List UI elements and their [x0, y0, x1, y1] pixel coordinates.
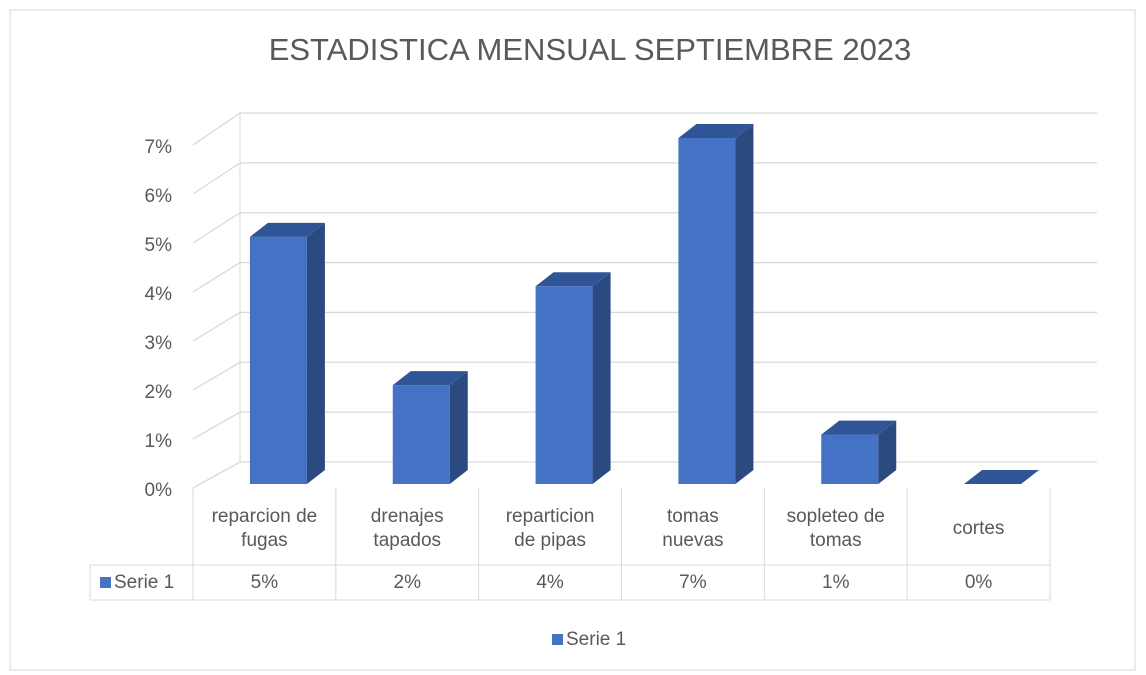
- bar-face: [821, 434, 879, 484]
- y-tick-label: 7%: [145, 137, 173, 158]
- grid-line: [192, 361, 1097, 391]
- bar-top: [821, 420, 897, 435]
- table-value: 0%: [964, 571, 993, 593]
- y-tick-label: 6%: [145, 186, 173, 207]
- bar-face: [249, 236, 307, 484]
- bar-top: [535, 272, 611, 287]
- grid-line: [192, 162, 1097, 195]
- bar-top: [392, 371, 468, 386]
- grid-line: [192, 311, 1097, 342]
- grid-line: [192, 112, 1097, 146]
- table-value: 4%: [536, 571, 564, 593]
- x-tick-label: tomas nuevas: [662, 505, 724, 551]
- legend-key: [552, 634, 563, 645]
- bar-face: [678, 138, 736, 484]
- legend-label: Serie 1: [566, 629, 627, 650]
- chart-title: ESTADISTICA MENSUAL SEPTIEMBRE 2023: [269, 32, 912, 67]
- table-series-name: Serie 1: [114, 571, 175, 593]
- grid-line: [192, 261, 1097, 293]
- bar-side: [592, 272, 611, 484]
- x-tick-label: sopleteo de tomas: [786, 505, 885, 551]
- bar-top: [964, 470, 1040, 484]
- x-tick-label: drenajes tapados: [370, 505, 444, 551]
- y-tick-label: 4%: [145, 284, 173, 305]
- bar-side: [878, 420, 897, 484]
- bar-face: [392, 385, 450, 484]
- bar-top: [249, 222, 325, 237]
- bar: [821, 420, 897, 484]
- table-value: 2%: [393, 571, 421, 593]
- bar-top: [678, 124, 754, 138]
- y-tick-label: 2%: [145, 382, 173, 403]
- x-tick-label: cortes: [952, 517, 1005, 539]
- x-tick-label: reparticion de pipas: [505, 505, 595, 551]
- bar: [964, 470, 1040, 484]
- x-tick-label: reparcion de fugas: [211, 505, 318, 551]
- bar-face: [535, 286, 593, 484]
- bar-side: [449, 371, 468, 484]
- bar-side: [735, 124, 754, 484]
- y-tick-label: 5%: [145, 235, 173, 256]
- bar: [249, 222, 325, 484]
- y-tick-label: 1%: [145, 431, 173, 452]
- grid-line: [192, 212, 1097, 244]
- grid-line: [192, 461, 1097, 489]
- grid-line: [192, 411, 1097, 440]
- table-value: 7%: [679, 571, 707, 593]
- table-value: 1%: [822, 571, 850, 593]
- bar: [535, 272, 611, 484]
- bar: [678, 124, 754, 484]
- y-tick-label: 0%: [145, 480, 173, 501]
- bar: [392, 371, 468, 484]
- table-value: 5%: [250, 571, 279, 593]
- y-tick-label: 3%: [145, 333, 173, 354]
- table-legend-key: [100, 577, 111, 588]
- bar-side: [306, 222, 325, 484]
